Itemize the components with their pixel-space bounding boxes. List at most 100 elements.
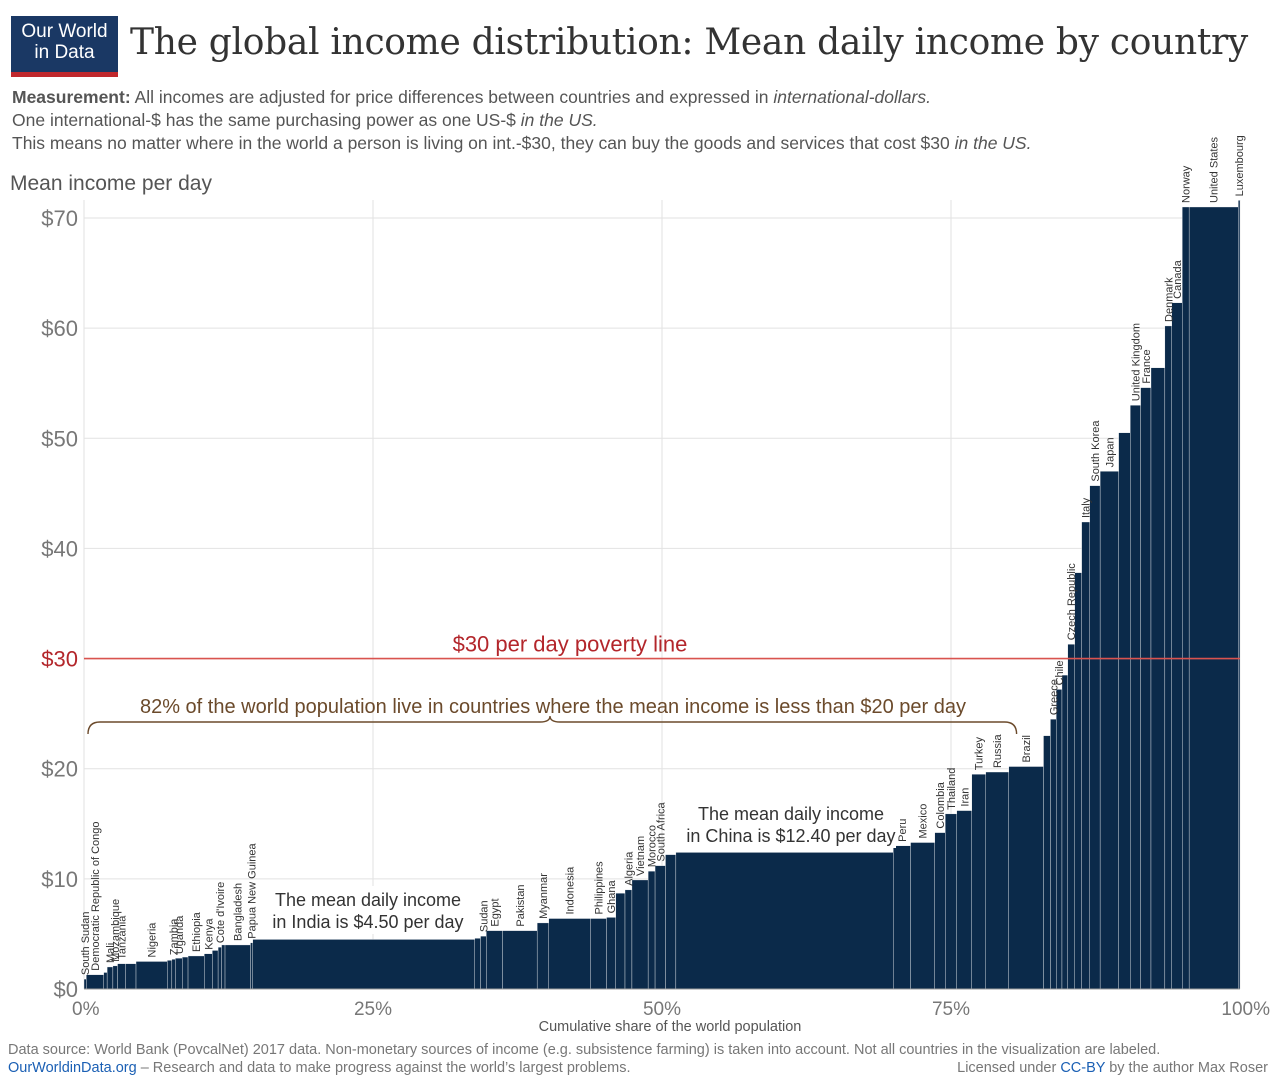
subtitle-line-3-text: This means no matter where in the world … bbox=[12, 133, 950, 153]
annotation-line-1: The mean daily income bbox=[275, 890, 461, 910]
country-label: Czech Republic bbox=[1066, 563, 1078, 641]
poverty-line-label: $30 per day poverty line bbox=[453, 632, 688, 657]
country-label: Turkey bbox=[974, 737, 986, 771]
country-label: Algeria bbox=[623, 851, 635, 886]
country-label: Peru bbox=[897, 819, 909, 842]
footer-site-link[interactable]: OurWorldinData.org bbox=[8, 1060, 137, 1076]
country-label: Denmark bbox=[1163, 277, 1175, 322]
income-bar bbox=[1171, 302, 1183, 990]
x-tick-label: 25% bbox=[354, 999, 392, 1020]
country-label: South Africa bbox=[655, 801, 667, 861]
income-bar bbox=[631, 879, 649, 990]
y-tick-label: $30 bbox=[41, 647, 78, 672]
income-bar bbox=[1081, 521, 1090, 990]
income-bar bbox=[548, 918, 591, 990]
country-label: United States bbox=[1209, 136, 1221, 203]
x-tick-label: 0% bbox=[72, 999, 100, 1020]
country-label: Mexico bbox=[918, 804, 930, 839]
income-bar bbox=[1182, 206, 1190, 990]
income-bar bbox=[171, 959, 176, 990]
income-bar bbox=[224, 944, 251, 990]
y-tick-label: $0 bbox=[54, 977, 78, 1002]
income-bar bbox=[893, 845, 911, 990]
country-label: Norway bbox=[1181, 165, 1193, 203]
annotation-background bbox=[686, 800, 896, 848]
income-bar bbox=[1099, 471, 1119, 990]
x-axis-label: Cumulative share of the world population bbox=[539, 1019, 802, 1035]
country-label: Sudan bbox=[478, 900, 490, 932]
income-bar bbox=[252, 939, 475, 990]
subtitle-line-1: Measurement: All incomes are adjusted fo… bbox=[12, 87, 931, 108]
country-label: South Korea bbox=[1090, 420, 1102, 482]
x-tick-label: 50% bbox=[643, 999, 681, 1020]
country-label: Luxembourg bbox=[1234, 135, 1246, 196]
country-label: Egypt bbox=[489, 898, 501, 926]
x-tick-label: 75% bbox=[932, 999, 970, 1020]
country-label: Brazil bbox=[1021, 735, 1033, 763]
income-bar bbox=[117, 963, 126, 990]
income-bar bbox=[106, 966, 114, 990]
y-axis-title: Mean income per day bbox=[10, 172, 212, 195]
income-bar bbox=[1089, 485, 1101, 990]
subtitle-line-3: This means no matter where in the world … bbox=[12, 133, 1031, 154]
y-tick-label: $50 bbox=[41, 426, 78, 451]
income-bar bbox=[480, 935, 487, 990]
country-label: Colombia bbox=[935, 781, 947, 828]
country-label: Italy bbox=[1081, 497, 1093, 518]
brace-label: 82% of the world population live in coun… bbox=[140, 696, 966, 718]
y-tick-label: $40 bbox=[41, 536, 78, 561]
owid-logo[interactable]: Our World in Data bbox=[11, 16, 118, 77]
income-bar bbox=[1238, 200, 1241, 990]
annotation-line-1: The mean daily income bbox=[698, 804, 884, 824]
country-label: Ethiopia bbox=[191, 911, 203, 952]
footer-license-link[interactable]: CC-BY bbox=[1060, 1060, 1106, 1076]
country-label: Cote d'Ivoire bbox=[215, 882, 227, 943]
country-label: Myanmar bbox=[538, 873, 550, 919]
income-bar bbox=[675, 852, 894, 990]
income-bar bbox=[934, 832, 946, 990]
y-tick-label: $70 bbox=[41, 206, 78, 231]
income-bar bbox=[1050, 718, 1057, 990]
country-label: Nigeria bbox=[147, 922, 159, 958]
population-brace bbox=[87, 715, 1018, 735]
income-bar bbox=[135, 961, 168, 990]
income-bar bbox=[1118, 432, 1131, 990]
footer-source: Data source: World Bank (PovcalNet) 2017… bbox=[8, 1042, 1161, 1058]
income-bar bbox=[83, 978, 87, 990]
income-bar bbox=[971, 774, 986, 990]
subtitle-line-2: One international-$ has the same purchas… bbox=[12, 110, 598, 131]
y-tick-label: $60 bbox=[41, 316, 78, 341]
footer-tagline: – Research and data to make progress aga… bbox=[140, 1060, 631, 1076]
country-label: Indonesia bbox=[565, 866, 577, 915]
income-bar bbox=[217, 946, 222, 990]
income-bar bbox=[945, 813, 957, 990]
income-bar bbox=[250, 942, 253, 990]
country-label: Morocco bbox=[647, 825, 659, 867]
income-bar bbox=[1043, 735, 1051, 990]
logo-line-1: Our World bbox=[21, 21, 108, 42]
income-bar bbox=[910, 842, 935, 990]
income-bar bbox=[985, 771, 1009, 990]
subtitle-line-2-italic: in the US. bbox=[520, 110, 598, 130]
income-bar bbox=[1150, 367, 1166, 990]
income-bar bbox=[103, 972, 108, 990]
income-bar bbox=[1008, 766, 1044, 990]
income-bar bbox=[665, 854, 677, 990]
country-label: Greece bbox=[1048, 679, 1060, 715]
footer-license-suffix: by the author Max Roser bbox=[1109, 1060, 1268, 1076]
income-bar bbox=[647, 870, 656, 990]
subtitle-line-3-italic: in the US. bbox=[954, 133, 1032, 153]
annotation-line-2: in India is $4.50 per day bbox=[272, 912, 463, 932]
income-bar bbox=[187, 955, 205, 990]
country-label: Kenya bbox=[203, 918, 215, 950]
income-bar bbox=[86, 974, 104, 990]
country-label: Zambia bbox=[169, 918, 181, 956]
annotation-background bbox=[263, 886, 473, 934]
income-bar bbox=[474, 938, 481, 990]
income-bar bbox=[1130, 405, 1141, 990]
footer-license-prefix: Licensed under bbox=[957, 1060, 1057, 1076]
income-bar bbox=[212, 950, 219, 990]
country-label: France bbox=[1141, 349, 1153, 383]
country-label: Russia bbox=[992, 734, 1004, 769]
